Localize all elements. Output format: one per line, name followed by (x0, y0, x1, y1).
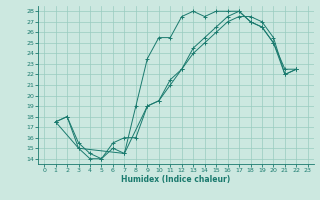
X-axis label: Humidex (Indice chaleur): Humidex (Indice chaleur) (121, 175, 231, 184)
